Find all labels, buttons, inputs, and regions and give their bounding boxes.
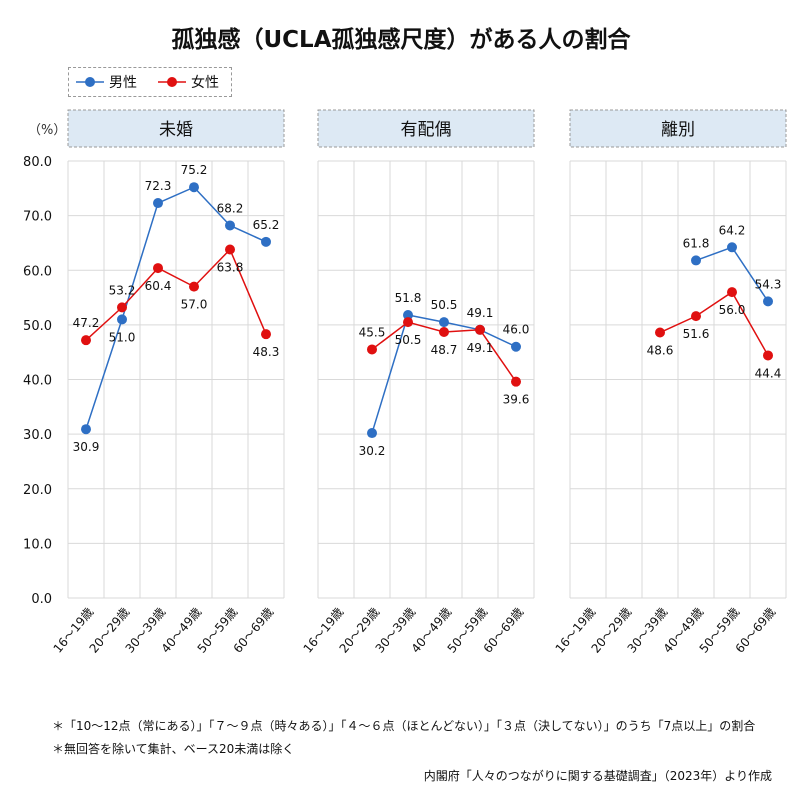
- data-point-male: [261, 236, 271, 247]
- data-label-male: 64.2: [719, 223, 746, 237]
- panel-title: 有配偶: [401, 120, 452, 140]
- data-label-female: 44.4: [755, 366, 782, 380]
- data-label-male: 68.2: [217, 201, 244, 215]
- data-label-female: 48.7: [431, 343, 458, 357]
- data-point-female: [81, 335, 91, 346]
- panel-title: 未婚: [159, 120, 193, 140]
- y-tick-label: 60.0: [23, 264, 52, 279]
- data-label-female: 51.6: [683, 327, 710, 341]
- legend-marker: [167, 77, 177, 87]
- data-label-male: 54.3: [755, 277, 782, 291]
- series-line-female: [85, 248, 267, 341]
- data-point-female: [189, 281, 199, 292]
- data-label-female: 48.3: [253, 345, 280, 359]
- data-point-female: [655, 327, 665, 338]
- data-label-female: 39.6: [503, 393, 530, 407]
- data-label-female: 56.0: [719, 303, 746, 317]
- data-point-male: [403, 310, 413, 321]
- data-label-male: 50.5: [431, 298, 458, 312]
- series-line-female: [659, 291, 769, 356]
- data-label-male: 72.3: [145, 179, 172, 193]
- y-tick-label: 10.0: [23, 537, 52, 552]
- data-point-female: [439, 326, 449, 337]
- legend-label: 男性: [109, 75, 137, 91]
- y-tick-label: 70.0: [23, 210, 52, 225]
- data-point-female: [691, 311, 701, 322]
- legend-label: 女性: [191, 74, 219, 91]
- data-point-male: [81, 424, 91, 435]
- data-point-male: [117, 314, 127, 325]
- data-label-male: 51.8: [395, 291, 422, 305]
- data-point-female: [763, 350, 773, 361]
- data-point-female: [117, 302, 127, 313]
- y-tick-label: 20.0: [23, 483, 52, 498]
- data-label-female: 63.8: [217, 260, 244, 274]
- panel-header: [569, 109, 787, 148]
- data-point-male: [763, 296, 773, 307]
- data-label-female: 45.5: [359, 325, 386, 339]
- data-point-female: [475, 324, 485, 335]
- data-label-male: 65.2: [253, 218, 280, 232]
- data-label-male: 75.2: [181, 163, 208, 177]
- y-tick-label: 50.0: [23, 319, 52, 334]
- data-point-male: [691, 255, 701, 266]
- data-label-female: 47.2: [73, 316, 100, 330]
- data-point-female: [511, 376, 521, 387]
- panel-header: [317, 109, 535, 148]
- data-label-female: 57.0: [181, 298, 208, 312]
- y-tick-label: 40.0: [23, 374, 52, 389]
- data-label-female: 53.2: [109, 283, 136, 297]
- data-point-male: [439, 317, 449, 328]
- data-point-female: [225, 244, 235, 255]
- data-label-female: 48.6: [647, 344, 674, 358]
- y-tick-label: 30.0: [23, 428, 52, 443]
- data-label-male: 30.9: [73, 440, 100, 454]
- data-point-male: [511, 341, 521, 352]
- data-label-female: 49.1: [467, 341, 494, 355]
- data-label-male: 51.0: [109, 330, 136, 344]
- data-label-male: 46.0: [503, 323, 530, 337]
- data-point-female: [403, 317, 413, 328]
- data-point-male: [189, 182, 199, 193]
- legend: [68, 67, 232, 97]
- data-point-female: [261, 329, 271, 340]
- data-point-male: [153, 198, 163, 209]
- data-label-female: 50.5: [395, 333, 422, 347]
- data-label-male: 30.2: [359, 444, 386, 458]
- data-point-male: [727, 242, 737, 253]
- note-2: ＊無回答を除いて集計、ベース20未満は除く: [52, 742, 295, 756]
- data-point-male: [367, 428, 377, 439]
- series-line-male: [85, 186, 267, 430]
- data-point-male: [225, 220, 235, 231]
- data-point-female: [727, 287, 737, 298]
- data-label-male: 49.1: [467, 306, 494, 320]
- note-1: ＊「10～12点（常にある）」「７～９点（時々ある）」「４～６点（ほとんどない）…: [52, 719, 756, 733]
- panel-title: 離別: [661, 120, 695, 140]
- source-note: 内閣府「人々のつながりに関する基礎調査」（2023年）より作成: [423, 769, 772, 783]
- data-point-female: [367, 344, 377, 355]
- y-tick-label: 0.0: [31, 592, 52, 607]
- data-label-male: 61.8: [683, 236, 710, 250]
- legend-marker: [85, 77, 95, 87]
- data-point-female: [153, 263, 163, 274]
- data-label-female: 60.4: [145, 279, 172, 293]
- y-axis-unit: （%）: [28, 123, 66, 138]
- panel-header: [67, 109, 285, 148]
- y-tick-label: 80.0: [23, 155, 52, 170]
- chart-title: 孤独感（UCLA孤独感尺度）がある人の割合: [171, 27, 631, 53]
